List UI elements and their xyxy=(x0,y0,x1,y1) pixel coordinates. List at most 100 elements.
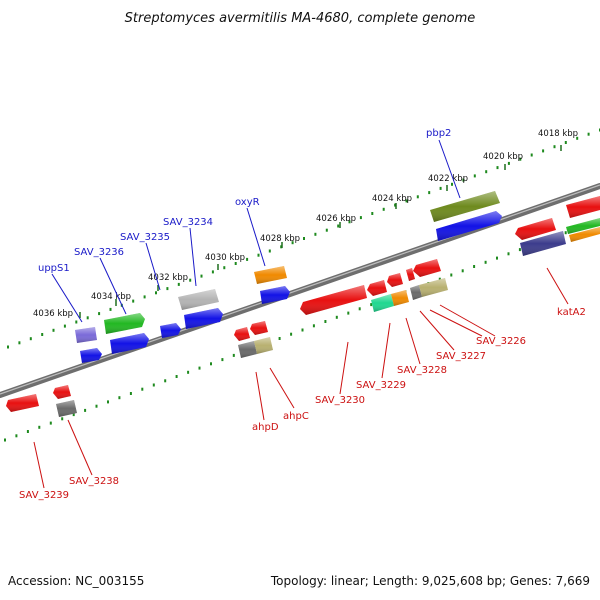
axis-dot xyxy=(211,270,214,274)
axis-dot xyxy=(75,320,78,324)
axis-dot xyxy=(280,245,283,249)
axis-dot xyxy=(152,383,155,387)
summary-text: Topology: linear; Length: 9,025,608 bp; … xyxy=(270,574,590,588)
tick-label: 4036 kbp xyxy=(33,309,73,319)
axis-dot xyxy=(462,178,465,182)
axis-dot xyxy=(26,430,29,433)
tick-label: 4020 kbp xyxy=(483,152,523,162)
axis-dot xyxy=(564,141,567,144)
axis-dot xyxy=(61,417,64,421)
forward-leader-lines xyxy=(51,139,461,323)
reverse-leader-lines xyxy=(33,267,569,489)
axis-dot xyxy=(542,149,545,153)
axis-dot xyxy=(223,266,226,270)
tick-labels: 4036 kbp 4034 kbp 4032 kbp 4030 kbp 4028… xyxy=(33,129,578,319)
axis-dot xyxy=(438,277,441,281)
gene-label[interactable]: ahpC xyxy=(283,411,309,422)
axis-dot xyxy=(234,262,237,265)
axis-dot xyxy=(52,328,55,332)
axis-dot xyxy=(210,362,212,366)
tick-label: 4030 kbp xyxy=(205,253,245,263)
gene-label[interactable]: SAV_3238 xyxy=(69,476,119,487)
axis-dot xyxy=(15,434,18,438)
axis-dot xyxy=(337,224,340,228)
axis-dot xyxy=(118,396,121,400)
gene-label[interactable]: pbp2 xyxy=(426,128,451,139)
axis-dot xyxy=(484,260,487,264)
axis-dot xyxy=(382,207,385,211)
axis-dot xyxy=(155,291,157,295)
axis-dot xyxy=(41,333,44,336)
gene-label[interactable]: SAV_3239 xyxy=(19,490,69,501)
axis-dot xyxy=(428,191,431,195)
axis-dot xyxy=(187,370,190,374)
axis-dot xyxy=(359,216,362,220)
axis-dot xyxy=(507,252,510,256)
forward-gene-labels: uppS1 SAV_3236 SAV_3235 SAV_3234 oxyR pb… xyxy=(38,128,451,274)
axis-dot xyxy=(576,136,579,140)
axis-dot xyxy=(29,337,32,341)
gene-label[interactable]: katA2 xyxy=(557,307,586,318)
axis-dot xyxy=(335,315,338,319)
axis-dot xyxy=(175,375,178,378)
axis-dot xyxy=(177,282,180,286)
axis-dot xyxy=(301,328,304,332)
tick-marks xyxy=(79,145,562,318)
axis-dot xyxy=(553,145,556,149)
gene-label[interactable]: SAV_3226 xyxy=(476,336,526,347)
genome-backbone xyxy=(0,183,600,398)
axis-dot xyxy=(200,274,203,278)
axis-dot xyxy=(473,174,476,178)
axis-dot xyxy=(439,186,442,190)
axis-dot xyxy=(141,387,144,391)
gene-label[interactable]: SAV_3235 xyxy=(120,232,170,243)
axis-dot xyxy=(325,228,328,232)
axis-dot xyxy=(7,345,9,349)
axis-dot xyxy=(358,307,361,311)
axis-dot xyxy=(496,256,498,260)
gene-label[interactable]: ahpD xyxy=(252,422,279,433)
axis-dot xyxy=(278,337,281,340)
axis-dot xyxy=(324,320,327,323)
axis-dot xyxy=(507,161,510,165)
axis-dot xyxy=(519,157,522,161)
tick-label: 4028 kbp xyxy=(260,234,300,244)
axis-dot xyxy=(405,199,408,203)
gene-label[interactable]: oxyR xyxy=(235,197,260,208)
axis-dot xyxy=(246,257,249,261)
gene-label[interactable]: SAV_3227 xyxy=(436,351,486,362)
axis-dot xyxy=(18,341,21,345)
axis-dot xyxy=(348,220,351,224)
axis-dot xyxy=(164,379,167,383)
axis-dot xyxy=(86,316,89,320)
forward-genes xyxy=(75,191,600,363)
axis-dot xyxy=(530,153,533,157)
accession-text: Accession: NC_003155 xyxy=(8,574,144,588)
tick-label: 4026 kbp xyxy=(316,214,356,224)
tick-label: 4032 kbp xyxy=(148,273,188,283)
gene-label[interactable]: SAV_3234 xyxy=(163,217,213,228)
axis-dot xyxy=(4,438,6,442)
axis-dot xyxy=(143,295,146,299)
reverse-gene-labels: SAV_3239 SAV_3238 ahpD ahpC SAV_3230 SAV… xyxy=(19,307,586,501)
axis-dot xyxy=(98,312,101,316)
axis-dot xyxy=(232,353,235,357)
axis-dot xyxy=(370,303,373,307)
axis-dot xyxy=(109,307,112,311)
axis-dot xyxy=(451,182,453,186)
axis-dot xyxy=(312,324,315,328)
gene-label[interactable]: SAV_3230 xyxy=(315,395,365,406)
axis-dot xyxy=(49,421,52,425)
axis-dot xyxy=(107,400,109,404)
gene-label[interactable]: uppS1 xyxy=(38,263,70,274)
gene-label[interactable]: SAV_3228 xyxy=(397,365,447,376)
gene-label[interactable]: SAV_3229 xyxy=(356,380,406,391)
axis-dot xyxy=(38,425,41,429)
axis-dot xyxy=(221,358,224,362)
axis-dot xyxy=(450,273,453,277)
genome-backbone-highlight xyxy=(0,184,600,395)
axis-dot xyxy=(314,232,317,236)
gene-label[interactable]: SAV_3236 xyxy=(74,247,124,258)
axis-dot xyxy=(290,332,293,336)
